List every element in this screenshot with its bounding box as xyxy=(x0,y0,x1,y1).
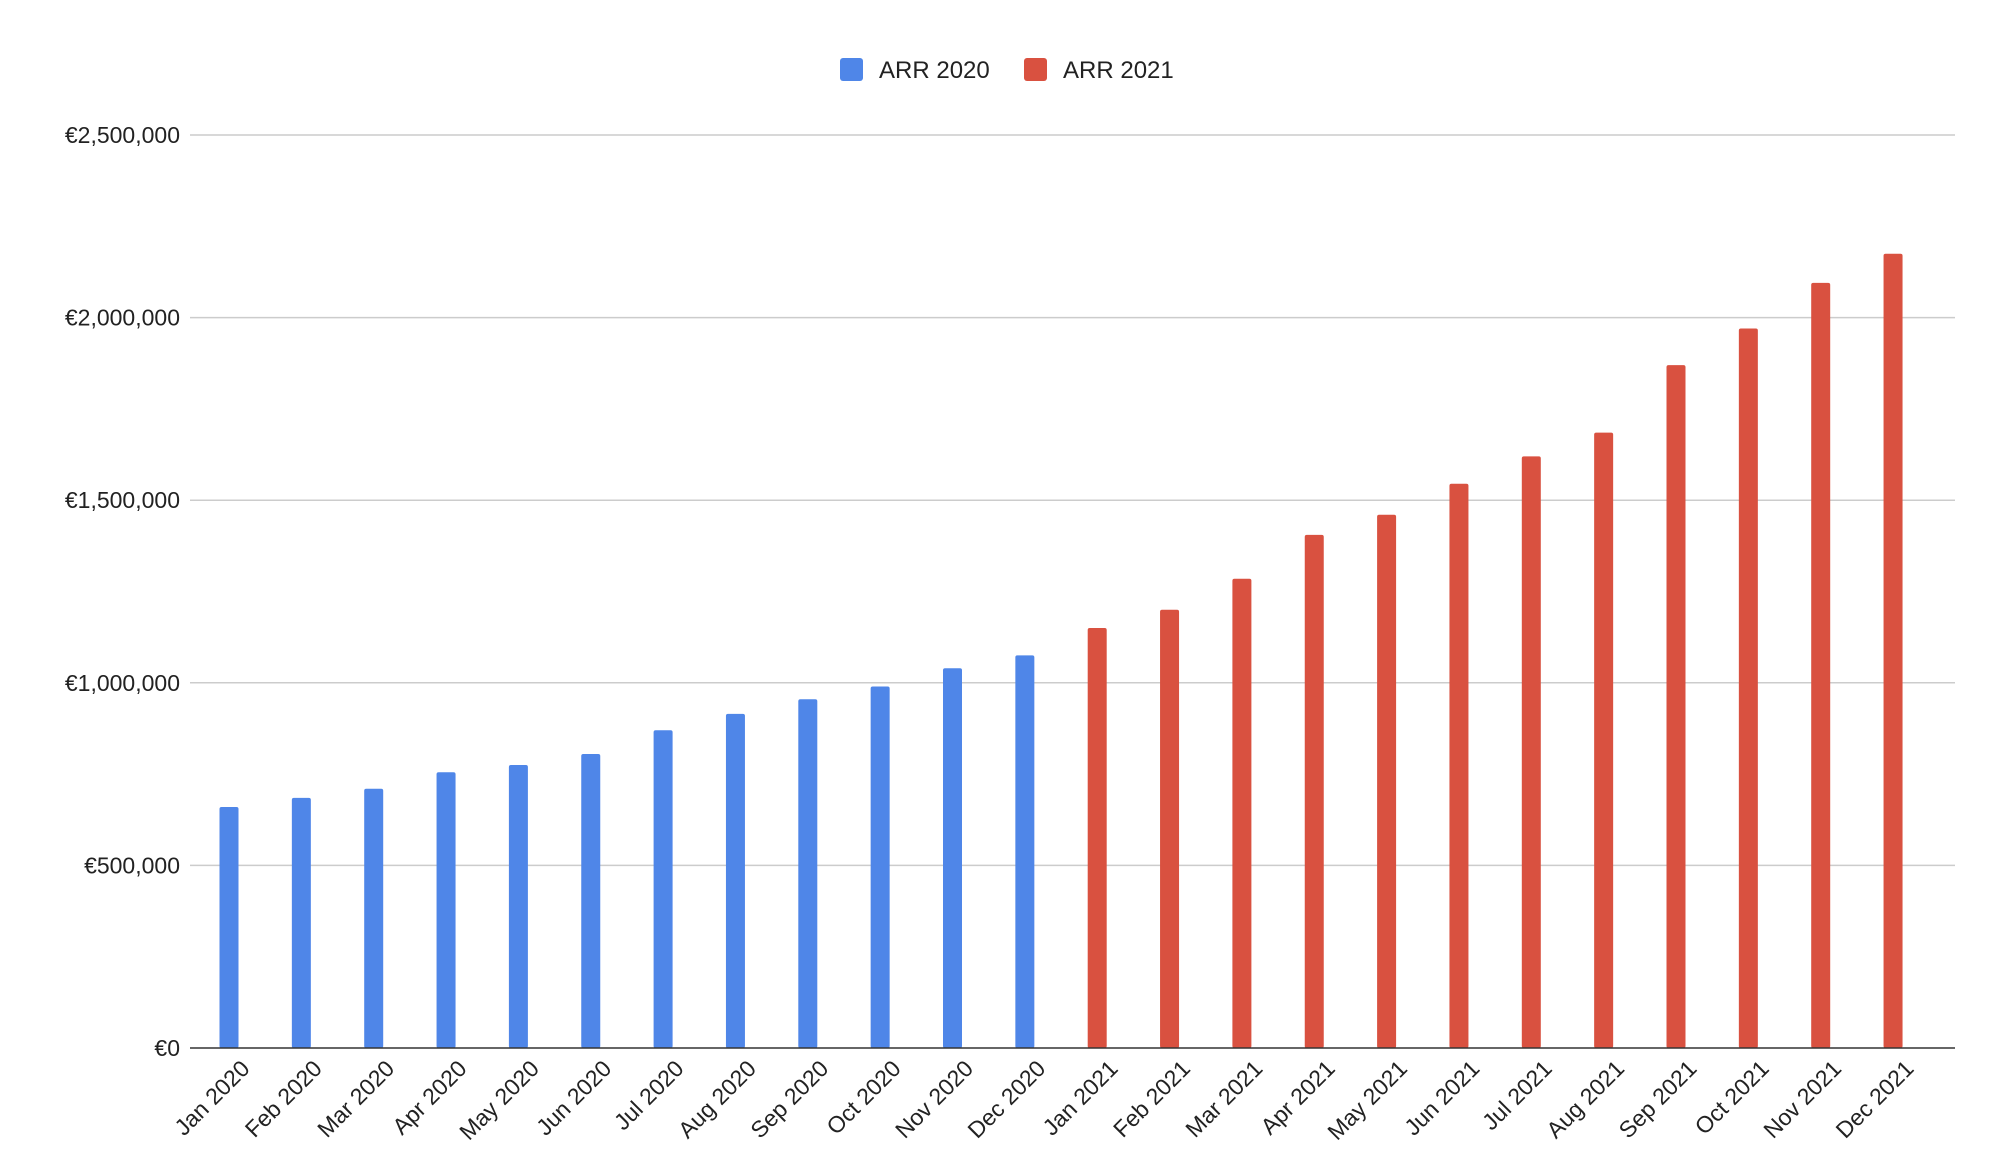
bar-arr-2020-5 xyxy=(581,754,601,1048)
bar-arr-2021-16 xyxy=(1377,514,1397,1048)
x-tick-label: Jun 2020 xyxy=(531,1055,616,1140)
bar-arr-2020-6 xyxy=(653,730,673,1048)
legend-label-1: ARR 2021 xyxy=(1063,57,1174,84)
bar-arr-2020-3 xyxy=(436,772,456,1048)
bar-arr-2020-11 xyxy=(1015,655,1035,1048)
x-tick-label: Jan 2021 xyxy=(1037,1055,1122,1140)
x-tick-label: Aug 2020 xyxy=(673,1055,761,1143)
x-tick-label: Sep 2021 xyxy=(1614,1055,1702,1143)
bar-arr-2021-19 xyxy=(1594,432,1614,1048)
x-tick-label: Feb 2020 xyxy=(240,1055,327,1142)
x-tick-label: May 2021 xyxy=(1322,1055,1412,1145)
x-tick-label: Nov 2020 xyxy=(890,1055,978,1143)
bar-arr-2020-10 xyxy=(943,668,962,1048)
y-tick-label: €1,000,000 xyxy=(65,670,180,696)
y-tick-label: €1,500,000 xyxy=(65,487,180,513)
bar-arr-2021-13 xyxy=(1160,609,1180,1048)
y-tick-label: €500,000 xyxy=(84,852,180,878)
bar-arr-2020-8 xyxy=(798,699,818,1048)
y-tick-label: €0 xyxy=(154,1035,180,1061)
x-tick-label: Dec 2021 xyxy=(1831,1055,1919,1143)
x-tick-label: Mar 2021 xyxy=(1180,1055,1267,1142)
bar-arr-2020-9 xyxy=(870,686,890,1048)
bar-arr-2021-20 xyxy=(1666,365,1686,1048)
y-tick-label: €2,000,000 xyxy=(65,305,180,331)
legend-swatch-0 xyxy=(840,58,863,81)
bar-arr-2021-18 xyxy=(1521,456,1541,1049)
bar-arr-2021-17 xyxy=(1449,483,1469,1048)
bar-arr-2021-23 xyxy=(1883,253,1903,1048)
bar-arr-2021-14 xyxy=(1232,578,1252,1048)
x-tick-label: Jan 2020 xyxy=(169,1055,254,1140)
y-tick-label: €2,500,000 xyxy=(65,122,180,148)
x-tick-label: Aug 2021 xyxy=(1541,1055,1629,1143)
x-tick-label: May 2020 xyxy=(454,1055,544,1145)
legend-label-0: ARR 2020 xyxy=(879,57,990,84)
x-tick-label: Jun 2021 xyxy=(1399,1055,1484,1140)
bar-arr-2020-0 xyxy=(219,806,239,1048)
x-tick-label: Dec 2020 xyxy=(962,1055,1050,1143)
x-tick-label: Sep 2020 xyxy=(745,1055,833,1143)
bars xyxy=(219,253,1903,1049)
bar-arr-2021-21 xyxy=(1738,328,1758,1048)
bar-arr-2020-7 xyxy=(725,713,745,1048)
x-tick-label: Nov 2021 xyxy=(1758,1055,1846,1143)
bar-arr-2021-22 xyxy=(1811,282,1831,1048)
bar-arr-2021-15 xyxy=(1304,534,1324,1048)
bar-arr-2020-1 xyxy=(291,797,311,1048)
gridlines xyxy=(190,134,1955,867)
legend-swatch-1 xyxy=(1024,58,1047,81)
bar-arr-2021-12 xyxy=(1087,628,1107,1048)
y-axis-tick-labels: €0 €500,000 €1,000,000 €1,500,000 €2,000,000… xyxy=(65,122,180,1061)
legend: ARR 2020 ARR 2021 xyxy=(840,57,1174,84)
bar-arr-2020-4 xyxy=(508,764,528,1048)
x-tick-label: Mar 2020 xyxy=(312,1055,399,1142)
x-tick-label: Feb 2021 xyxy=(1108,1055,1195,1142)
bar-arr-2020-2 xyxy=(364,788,384,1048)
